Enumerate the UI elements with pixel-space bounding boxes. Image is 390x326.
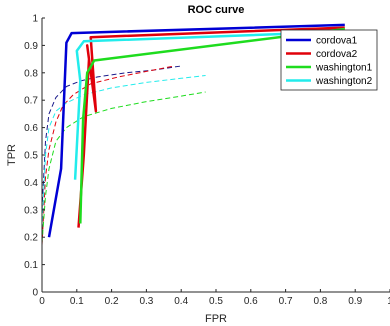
x-tick-label: 0.4 bbox=[174, 296, 188, 307]
series-line-washington2 bbox=[73, 30, 345, 180]
series-line-dashed-7 bbox=[41, 75, 206, 230]
y-tick-label: 0.9 bbox=[24, 41, 38, 52]
legend-label-washington1: washington1 bbox=[315, 63, 373, 74]
x-tick-label: 1 bbox=[387, 296, 390, 307]
legend-label-cordova2: cordova2 bbox=[316, 49, 358, 60]
x-tick-label: 0.8 bbox=[313, 296, 327, 307]
x-tick-label: 0.5 bbox=[209, 296, 223, 307]
y-tick-label: 0.8 bbox=[24, 68, 38, 79]
y-tick-label: 0.4 bbox=[24, 178, 38, 189]
axes-layer: 0 0.1 0.2 0.3 0.4 0.5 0.6 0.7 0.8 0.9 1 0 0.1 0.2 0.3 0… bbox=[24, 14, 390, 307]
series-line-dashed-4 bbox=[41, 65, 182, 210]
x-tick-label: 0.7 bbox=[279, 296, 293, 307]
series-line-cordova2 bbox=[77, 26, 345, 228]
y-tick-label: 0.7 bbox=[24, 96, 38, 107]
series-line-dashed-6 bbox=[41, 91, 206, 243]
y-tick-label: 0.6 bbox=[24, 123, 38, 134]
legend: cordova1 cordova2 washington1 washington2 bbox=[280, 29, 378, 91]
x-tick-label: 0.9 bbox=[348, 296, 362, 307]
x-tick-label: 0.3 bbox=[139, 296, 153, 307]
y-tick-label: 0.5 bbox=[24, 151, 38, 162]
y-tick-label: 0.1 bbox=[24, 260, 38, 271]
series-line-cordova1 bbox=[47, 23, 345, 238]
series-line-washington1 bbox=[79, 27, 345, 224]
series-layer bbox=[41, 23, 345, 246]
x-tick-label: 0 bbox=[39, 296, 45, 307]
y-tick-label: 0 bbox=[32, 288, 38, 299]
legend-label-cordova1: cordova1 bbox=[316, 36, 358, 47]
legend-label-washington2: washington2 bbox=[315, 76, 373, 87]
y-axis-label: TPR bbox=[6, 144, 18, 166]
x-tick-label: 0.2 bbox=[105, 296, 119, 307]
series-line-dashed-5 bbox=[41, 65, 175, 246]
x-tick-label: 0.6 bbox=[244, 296, 258, 307]
x-axis-label: FPR bbox=[205, 313, 227, 325]
y-tick-label: 1 bbox=[32, 14, 38, 25]
y-tick-label: 0.3 bbox=[24, 205, 38, 216]
x-tick-label: 0.1 bbox=[70, 296, 84, 307]
chart-title: ROC curve bbox=[188, 4, 245, 16]
y-tick-label: 0.2 bbox=[24, 233, 38, 244]
